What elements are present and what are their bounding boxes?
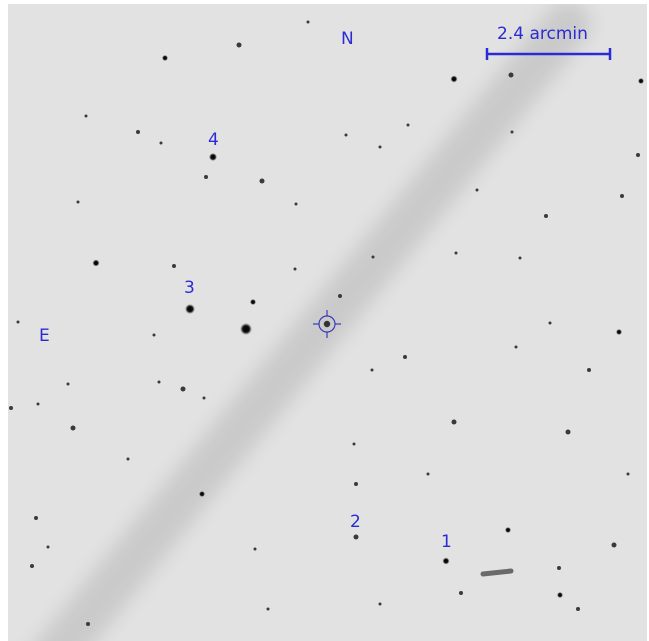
star	[565, 429, 571, 435]
star	[202, 396, 206, 400]
star	[253, 547, 257, 551]
star-label-1: 1	[441, 532, 452, 552]
star	[620, 194, 624, 198]
star	[159, 141, 163, 145]
star	[636, 153, 640, 157]
star-label-2: 2	[350, 512, 361, 532]
star	[259, 178, 265, 184]
star	[84, 114, 88, 118]
star	[354, 482, 358, 486]
star	[30, 564, 34, 568]
star	[136, 130, 140, 134]
star	[306, 20, 310, 24]
star	[626, 472, 630, 476]
star	[34, 516, 38, 520]
star	[548, 321, 552, 325]
star	[250, 299, 256, 305]
elongated-object	[480, 568, 514, 577]
star	[70, 425, 76, 431]
star	[76, 200, 80, 204]
north-label: N	[341, 29, 354, 49]
star	[454, 251, 458, 255]
star	[293, 267, 297, 271]
diagonal-trail	[37, 4, 591, 641]
star	[46, 545, 50, 549]
star	[185, 304, 195, 314]
star	[353, 534, 359, 540]
star	[344, 133, 348, 137]
star	[294, 202, 298, 206]
star	[266, 607, 270, 611]
star-label-3: 3	[184, 278, 195, 298]
star	[450, 75, 458, 83]
star	[587, 368, 591, 372]
star	[66, 382, 70, 386]
finder-chart-image	[8, 4, 647, 641]
star	[162, 55, 168, 61]
east-label: E	[39, 326, 50, 346]
star	[544, 214, 548, 218]
star	[505, 527, 511, 533]
star	[199, 491, 205, 497]
star	[426, 472, 430, 476]
star	[352, 442, 356, 446]
crosshair-target-icon	[313, 310, 341, 338]
star	[638, 78, 644, 84]
star	[616, 329, 622, 335]
star	[209, 153, 217, 161]
star	[338, 294, 342, 298]
star	[378, 602, 382, 606]
star	[126, 457, 130, 461]
star	[378, 145, 382, 149]
star	[459, 591, 463, 595]
stars-group	[9, 20, 644, 626]
star	[557, 592, 563, 598]
star	[92, 259, 100, 267]
star	[576, 607, 580, 611]
star	[557, 566, 561, 570]
star	[86, 622, 90, 626]
star	[370, 368, 374, 372]
star	[403, 355, 407, 359]
star	[475, 188, 479, 192]
star	[518, 256, 522, 260]
star	[514, 345, 518, 349]
star	[508, 72, 514, 78]
star	[9, 406, 13, 410]
star	[406, 123, 410, 127]
star	[157, 380, 161, 384]
star-label-4: 4	[208, 130, 219, 150]
star	[451, 419, 457, 425]
star	[16, 320, 20, 324]
star	[36, 402, 40, 406]
scale-bar	[485, 48, 612, 60]
star	[240, 323, 252, 335]
star	[152, 333, 156, 337]
star	[204, 175, 208, 179]
scale-bar-label: 2.4 arcmin	[497, 24, 588, 44]
star	[236, 42, 242, 48]
star	[510, 130, 514, 134]
star	[371, 255, 375, 259]
star-field	[9, 4, 644, 641]
star	[611, 542, 617, 548]
star	[172, 264, 176, 268]
star	[180, 386, 186, 392]
star	[442, 557, 450, 565]
